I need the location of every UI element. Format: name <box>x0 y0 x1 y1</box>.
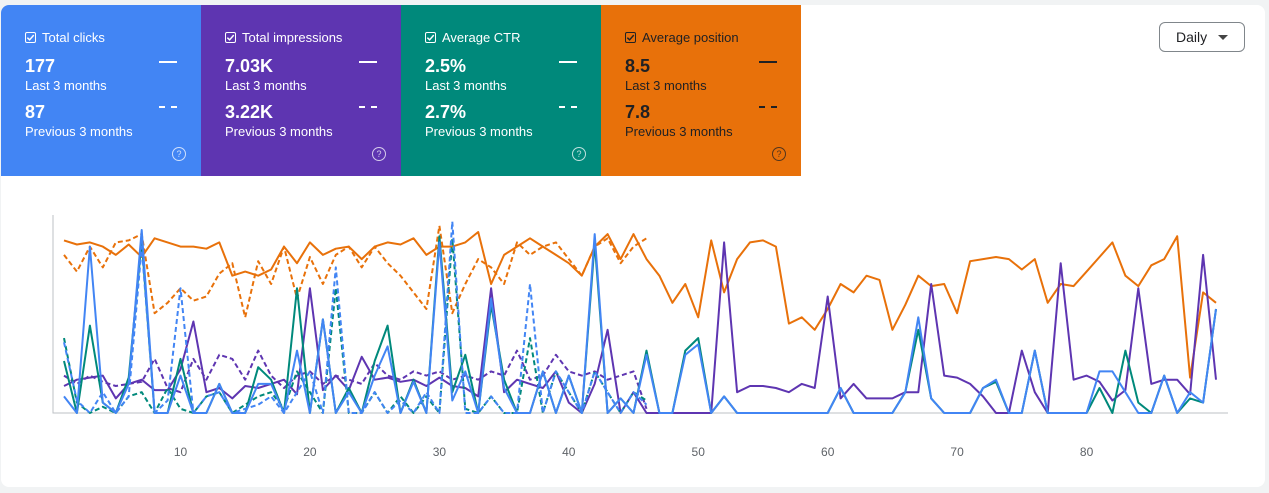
granularity-selected: Daily <box>1176 29 1208 45</box>
metric-card-header: Average CTR <box>425 30 521 45</box>
metric-card-label: Average position <box>642 30 739 45</box>
series-line-clicks-dashed[interactable] <box>63 220 648 414</box>
solid-line-legend-icon <box>159 61 177 63</box>
metric-cards: Total clicks 177 Last 3 months 87 Previous 3… <box>1 5 801 176</box>
metric-card-label: Total impressions <box>242 30 343 45</box>
series-line-clicks-solid[interactable] <box>63 229 1217 414</box>
metric-card-label: Total clicks <box>42 30 105 45</box>
performance-panel: Total clicks 177 Last 3 months 87 Previous 3… <box>1 5 1265 487</box>
x-tick-label: 20 <box>303 445 317 459</box>
granularity-select[interactable]: Daily <box>1159 22 1245 52</box>
metric-period-previous: Previous 3 months <box>625 124 733 139</box>
metric-value-previous: 2.7% <box>425 102 467 122</box>
dashed-line-legend-icon <box>759 106 777 108</box>
metric-value-previous: 87 <box>25 102 46 122</box>
solid-line-legend-icon <box>559 61 577 63</box>
metric-card-clicks[interactable]: Total clicks 177 Last 3 months 87 Previous 3… <box>1 5 201 176</box>
metric-value-current: 7.03K <box>225 56 274 76</box>
x-tick-label: 70 <box>950 445 964 459</box>
question-circle-icon[interactable]: ? <box>772 147 786 161</box>
metric-card-header: Total impressions <box>225 30 342 45</box>
series-line-position-solid[interactable] <box>63 231 1217 379</box>
metric-card-header: Average position <box>625 30 739 45</box>
solid-line-legend-icon <box>759 61 777 63</box>
metric-card-position[interactable]: Average position 8.5 Last 3 months 7.8 Previ… <box>601 5 801 176</box>
metric-period-current: Last 3 months <box>425 78 507 93</box>
metric-period-previous: Previous 3 months <box>225 124 333 139</box>
x-tick-label: 50 <box>692 445 706 459</box>
x-tick-label: 30 <box>433 445 447 459</box>
metric-period-previous: Previous 3 months <box>425 124 533 139</box>
checkbox-checked-icon[interactable] <box>225 32 236 43</box>
question-circle-icon[interactable]: ? <box>372 147 386 161</box>
x-tick-label: 10 <box>174 445 188 459</box>
checkbox-checked-icon[interactable] <box>425 32 436 43</box>
metric-value-current: 2.5% <box>425 56 467 76</box>
metric-period-current: Last 3 months <box>625 78 707 93</box>
metric-value-previous: 7.8 <box>625 102 651 122</box>
metric-value-current: 177 <box>25 56 56 76</box>
metric-period-previous: Previous 3 months <box>25 124 133 139</box>
metric-card-impressions[interactable]: Total impressions 7.03K Last 3 months 3.22K… <box>201 5 401 176</box>
x-tick-label: 40 <box>562 445 576 459</box>
performance-chart: 10 20 30 40 50 60 70 80 <box>52 215 1228 459</box>
series-line-position-dashed[interactable] <box>63 224 648 319</box>
checkbox-checked-icon[interactable] <box>25 32 36 43</box>
solid-line-legend-icon <box>359 61 377 63</box>
dashed-line-legend-icon <box>159 106 177 108</box>
metric-period-current: Last 3 months <box>25 78 107 93</box>
question-circle-icon[interactable]: ? <box>172 147 186 161</box>
metric-card-label: Average CTR <box>442 30 521 45</box>
metric-card-ctr[interactable]: Average CTR 2.5% Last 3 months 2.7% Previous… <box>401 5 601 176</box>
caret-down-icon <box>1218 35 1228 40</box>
metric-value-current: 8.5 <box>625 56 651 76</box>
dashed-line-legend-icon <box>559 106 577 108</box>
x-tick-label: 60 <box>821 445 835 459</box>
metric-card-header: Total clicks <box>25 30 105 45</box>
checkbox-checked-icon[interactable] <box>625 32 636 43</box>
metric-value-previous: 3.22K <box>225 102 274 122</box>
chart-axis <box>52 215 1228 414</box>
x-tick-label: 80 <box>1080 445 1094 459</box>
question-circle-icon[interactable]: ? <box>572 147 586 161</box>
dashed-line-legend-icon <box>359 106 377 108</box>
metric-period-current: Last 3 months <box>225 78 307 93</box>
